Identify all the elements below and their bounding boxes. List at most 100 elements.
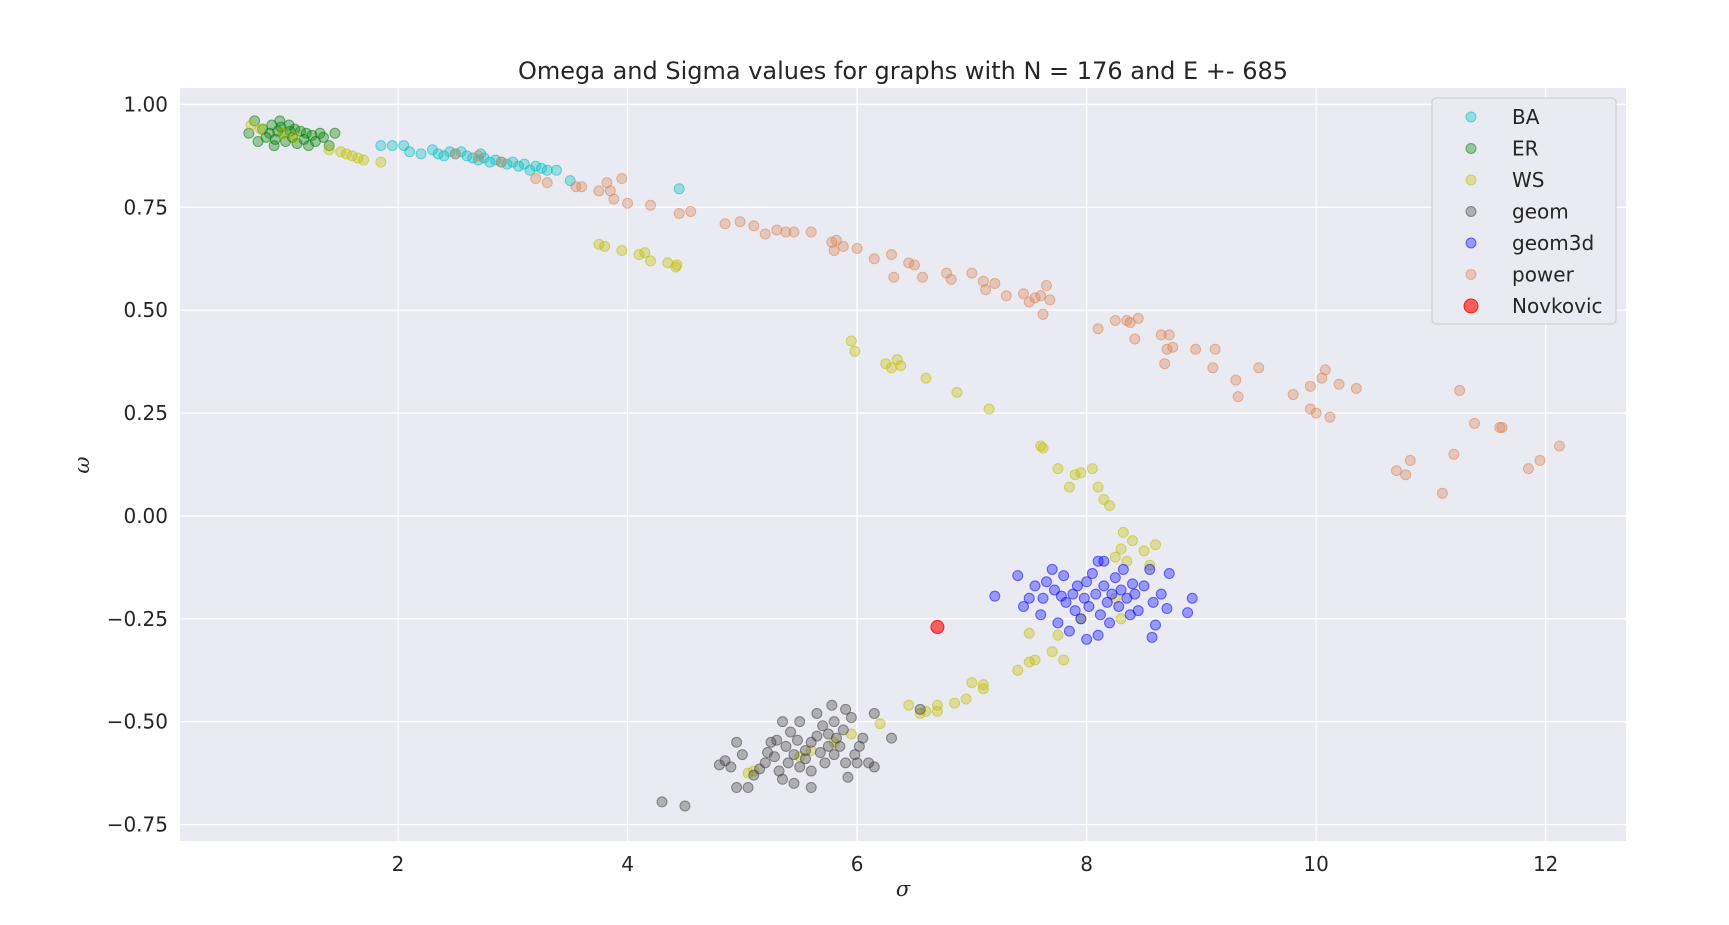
legend-marker — [1465, 174, 1477, 186]
data-point — [989, 590, 1001, 602]
data-point — [914, 707, 926, 719]
data-point — [788, 777, 800, 789]
data-point — [1147, 596, 1159, 608]
data-point — [777, 716, 788, 728]
data-point — [1092, 555, 1104, 567]
legend-marker — [1465, 143, 1477, 154]
data-point — [593, 185, 605, 197]
data-point — [989, 277, 1001, 289]
data-point — [269, 133, 281, 145]
data-point — [323, 140, 335, 152]
data-point — [346, 150, 358, 162]
data-point — [593, 238, 605, 250]
data-point — [1012, 664, 1024, 676]
data-point — [811, 730, 823, 742]
data-point — [507, 156, 519, 168]
data-point — [329, 127, 341, 139]
data-point — [1040, 280, 1052, 292]
data-point — [673, 208, 685, 219]
data-point — [501, 158, 513, 170]
data-point — [1127, 578, 1139, 590]
data-point — [550, 164, 562, 176]
data-point — [432, 148, 444, 160]
data-point — [1390, 465, 1402, 477]
data-point — [1058, 654, 1070, 666]
data-point — [1209, 343, 1221, 355]
data-point — [966, 677, 978, 689]
data-point — [748, 765, 760, 777]
legend-label: geom3d — [1512, 231, 1594, 255]
data-point — [799, 753, 811, 765]
data-point — [1023, 296, 1035, 308]
data-point — [908, 259, 920, 271]
data-point — [541, 164, 553, 176]
data-point — [805, 765, 817, 777]
data-point — [1304, 380, 1316, 392]
data-point — [608, 193, 620, 205]
data-point — [633, 249, 645, 261]
data-point — [849, 345, 861, 357]
data-point — [725, 761, 737, 773]
data-point — [1035, 290, 1047, 302]
data-point — [685, 205, 697, 217]
series-er — [243, 115, 341, 152]
data-point — [1117, 526, 1129, 538]
data-point — [1035, 609, 1047, 621]
data-point — [980, 284, 992, 296]
chart-title: Omega and Sigma values for graphs with N… — [518, 57, 1288, 85]
data-point — [289, 131, 301, 143]
data-point — [1324, 411, 1336, 423]
data-point — [1115, 613, 1127, 625]
data-point — [1086, 463, 1098, 475]
data-point — [977, 275, 989, 287]
data-point — [951, 386, 963, 398]
data-point — [1448, 448, 1460, 460]
data-point — [1207, 362, 1219, 374]
data-point — [777, 773, 788, 785]
data-point — [814, 747, 826, 759]
data-point — [1040, 576, 1052, 588]
data-point — [1094, 609, 1106, 621]
plot-background — [180, 88, 1626, 841]
data-point — [1052, 629, 1064, 641]
data-point — [1046, 646, 1058, 658]
data-point — [1310, 407, 1322, 419]
y-tick-label: −0.25 — [107, 607, 168, 631]
legend-label: WS — [1512, 168, 1544, 192]
data-point — [530, 160, 542, 172]
data-point — [1333, 378, 1345, 390]
data-point — [888, 271, 900, 283]
data-point — [960, 693, 972, 705]
data-point — [1117, 563, 1129, 575]
legend: BA ER WS geom geom3d power Novkovic — [1431, 97, 1617, 325]
data-point — [1132, 605, 1144, 617]
series-novkovic — [930, 620, 945, 635]
legend-label: ER — [1512, 137, 1539, 161]
data-point — [656, 796, 668, 808]
data-point — [734, 216, 746, 228]
data-point — [1101, 596, 1113, 608]
data-point — [1287, 389, 1299, 401]
data-point — [306, 129, 318, 141]
data-point — [949, 697, 961, 709]
data-point — [731, 736, 743, 748]
data-point — [868, 707, 880, 719]
data-point — [616, 173, 628, 185]
data-point — [1129, 333, 1141, 345]
data-point — [1018, 600, 1029, 612]
series-geom — [656, 699, 926, 812]
data-point — [1086, 568, 1098, 580]
data-point — [920, 372, 932, 384]
data-point — [931, 699, 943, 711]
data-point — [671, 259, 683, 271]
data-point — [771, 224, 783, 236]
data-point — [851, 242, 863, 254]
legend-box — [1431, 97, 1617, 325]
data-point — [1113, 600, 1125, 612]
data-point — [1023, 656, 1035, 668]
data-point — [275, 121, 287, 133]
data-point — [819, 757, 831, 769]
data-point — [785, 726, 797, 738]
data-point — [599, 240, 611, 252]
series-geom3d — [989, 555, 1198, 645]
